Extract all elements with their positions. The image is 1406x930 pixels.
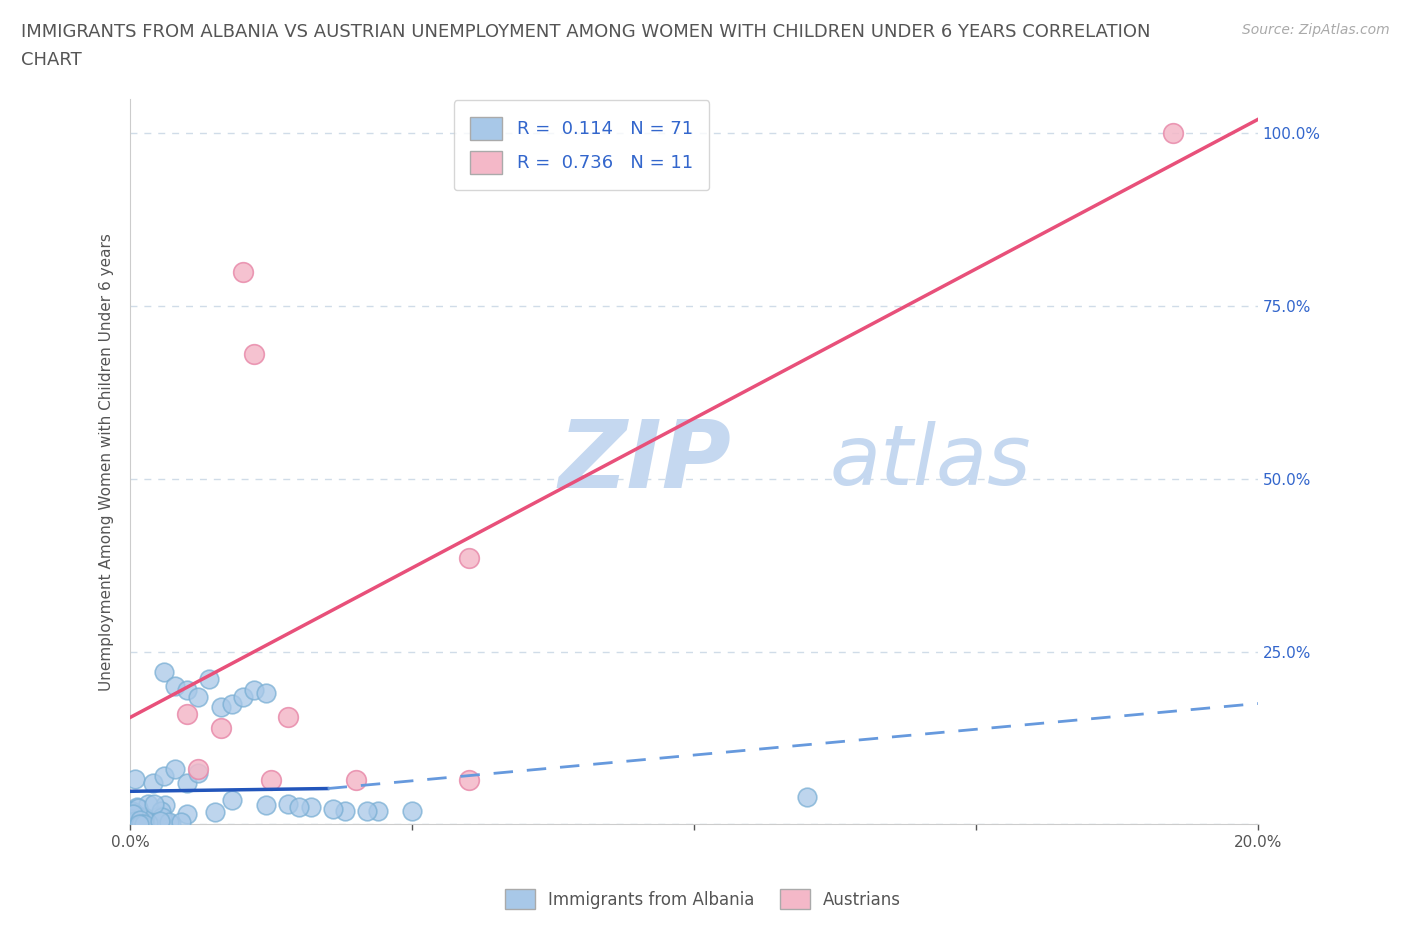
Point — [127, 813, 149, 828]
Point — [122, 805, 145, 820]
Y-axis label: Unemployment Among Women with Children Under 6 years: Unemployment Among Women with Children U… — [100, 232, 114, 691]
Point — [232, 264, 254, 279]
Point — [176, 806, 198, 821]
Point — [148, 808, 170, 823]
Point — [150, 804, 173, 818]
Point — [132, 812, 155, 827]
Legend: R =  0.114   N = 71, R =  0.736   N = 11: R = 0.114 N = 71, R = 0.736 N = 11 — [454, 100, 709, 191]
Point — [209, 720, 232, 735]
Text: CHART: CHART — [21, 51, 82, 69]
Point — [277, 710, 299, 724]
Point — [796, 790, 818, 804]
Point — [176, 683, 198, 698]
Point — [122, 817, 145, 831]
Point — [121, 815, 143, 830]
Point — [149, 814, 172, 829]
Point — [121, 815, 143, 830]
Point — [121, 804, 143, 818]
Point — [254, 798, 277, 813]
Point — [221, 696, 243, 711]
Point — [333, 804, 356, 818]
Point — [129, 813, 152, 828]
Legend: Immigrants from Albania, Austrians: Immigrants from Albania, Austrians — [496, 881, 910, 917]
Point — [322, 802, 344, 817]
Point — [124, 813, 146, 828]
Point — [209, 699, 232, 714]
Point — [136, 813, 159, 828]
Point — [176, 776, 198, 790]
Point — [176, 707, 198, 722]
Point — [142, 796, 165, 811]
Point — [136, 797, 159, 812]
Point — [170, 815, 193, 830]
Point — [155, 798, 177, 813]
Point — [260, 772, 283, 787]
Point — [277, 796, 299, 811]
Point — [142, 776, 165, 790]
Point — [221, 793, 243, 808]
Text: IMMIGRANTS FROM ALBANIA VS AUSTRIAN UNEMPLOYMENT AMONG WOMEN WITH CHILDREN UNDER: IMMIGRANTS FROM ALBANIA VS AUSTRIAN UNEM… — [21, 23, 1150, 41]
Point — [136, 816, 159, 830]
Point — [457, 772, 479, 787]
Point — [232, 689, 254, 704]
Point — [457, 551, 479, 565]
Point — [127, 801, 149, 816]
Point — [132, 817, 155, 831]
Point — [160, 817, 183, 831]
Point — [153, 665, 176, 680]
Text: atlas: atlas — [830, 421, 1031, 502]
Point — [122, 806, 145, 821]
Point — [120, 812, 142, 827]
Point — [153, 769, 176, 784]
Text: ZIP: ZIP — [558, 416, 731, 508]
Point — [243, 347, 266, 362]
Point — [243, 683, 266, 698]
Point — [124, 772, 146, 787]
Point — [132, 809, 155, 824]
Point — [128, 814, 150, 829]
Point — [132, 816, 155, 830]
Point — [157, 815, 180, 830]
Point — [131, 815, 153, 830]
Point — [127, 812, 149, 827]
Point — [165, 762, 187, 777]
Point — [121, 815, 143, 830]
Text: Source: ZipAtlas.com: Source: ZipAtlas.com — [1241, 23, 1389, 37]
Point — [187, 689, 209, 704]
Point — [187, 765, 209, 780]
Point — [146, 815, 169, 830]
Point — [131, 817, 153, 831]
Point — [187, 762, 209, 777]
Point — [127, 811, 149, 826]
Point — [128, 817, 150, 831]
Point — [132, 812, 155, 827]
Point — [198, 671, 221, 686]
Point — [299, 800, 322, 815]
Point — [344, 772, 367, 787]
Point — [204, 805, 226, 820]
Point — [356, 804, 378, 818]
Point — [121, 813, 143, 828]
Point — [165, 679, 187, 694]
Point — [129, 817, 152, 831]
Point — [150, 810, 173, 825]
Point — [1161, 126, 1184, 140]
Point — [401, 804, 423, 818]
Point — [150, 815, 173, 830]
Point — [254, 685, 277, 700]
Point — [288, 800, 311, 815]
Point — [142, 815, 165, 830]
Point — [125, 800, 148, 815]
Point — [367, 804, 389, 818]
Point — [139, 816, 162, 830]
